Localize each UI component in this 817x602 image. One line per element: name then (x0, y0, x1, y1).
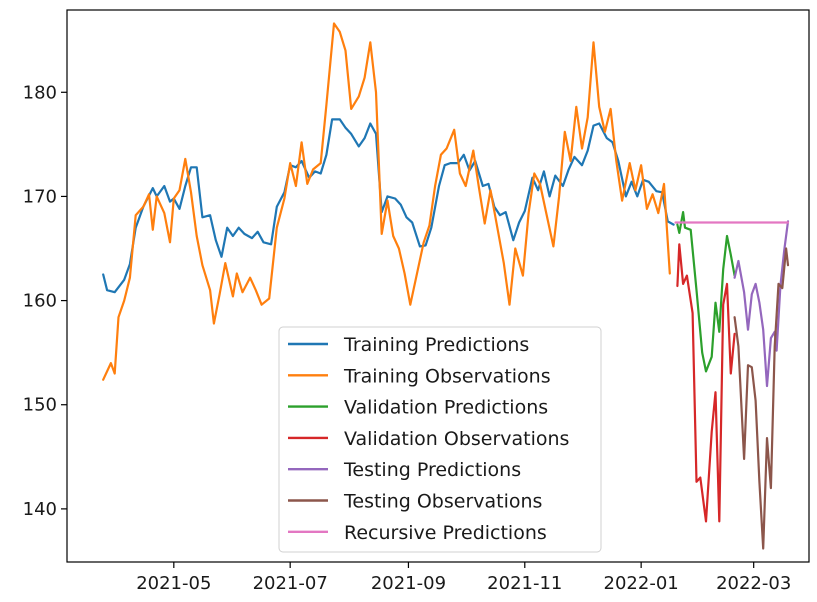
legend-label-training-predictions: Training Predictions (343, 334, 529, 356)
legend-label-testing-observations: Testing Observations (343, 491, 542, 513)
y-tick-label: 140 (23, 499, 57, 520)
legend-label-validation-observations: Validation Observations (344, 428, 569, 450)
x-tick-label: 2021-09 (371, 573, 446, 594)
legend: Training Predictions Training Observation… (278, 326, 602, 553)
legend-label-training-observations: Training Observations (343, 365, 551, 387)
series-line-testing-observations (733, 247, 790, 550)
series-line-testing-predictions (733, 220, 790, 388)
x-tick-label: 2021-07 (253, 573, 328, 594)
x-tick-label: 2022-01 (604, 573, 679, 594)
x-tick-label: 2021-05 (136, 573, 211, 594)
series-layer (102, 22, 790, 550)
x-tick-label: 2022-03 (716, 573, 791, 594)
legend-label-recursive-predictions: Recursive Predictions (344, 522, 547, 544)
x-tick-label: 2021-11 (487, 573, 562, 594)
series-line-validation-predictions (676, 211, 736, 373)
series-line-training-observations (102, 22, 671, 381)
series-line-validation-observations (676, 243, 736, 523)
axes-frame (66, 9, 810, 563)
legend-label-validation-predictions: Validation Predictions (344, 397, 548, 419)
y-axis: 140 150 160 170 180 (23, 82, 67, 520)
y-tick-label: 150 (23, 395, 57, 416)
legend-box (278, 326, 602, 553)
y-tick-label: 160 (23, 291, 57, 312)
legend-label-testing-predictions: Testing Predictions (343, 459, 521, 481)
series-line-training-predictions (102, 118, 675, 294)
y-tick-label: 170 (23, 186, 57, 207)
x-axis: 2021-05 2021-07 2021-09 2021-11 2022-01 2022-… (136, 562, 791, 594)
y-tick-label: 180 (23, 82, 57, 103)
